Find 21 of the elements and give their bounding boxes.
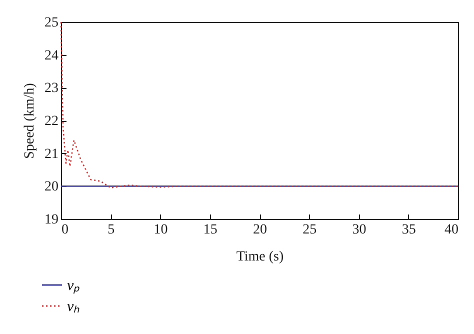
x-tick-label: 15 [203, 222, 218, 238]
y-tick-label: 22 [44, 114, 58, 129]
legend-label: vₕ [67, 299, 80, 315]
x-axis-title: Time (s) [236, 250, 284, 264]
x-tick-label: 35 [402, 222, 416, 238]
y-axis-title: Speed (km/h) [22, 82, 38, 159]
y-tick-label: 25 [44, 16, 58, 30]
x-tick-label: 40 [444, 222, 458, 238]
legend-label: vₚ [67, 278, 81, 294]
x-tick-label: 25 [302, 222, 317, 238]
y-tick-label: 20 [44, 180, 58, 195]
y-tick-label: 19 [44, 212, 58, 228]
x-tick-label: 5 [108, 222, 115, 238]
y-tick-label: 24 [44, 48, 58, 64]
x-tick-label: 30 [352, 222, 366, 238]
x-tick-label: 10 [154, 222, 168, 238]
x-tick-label: 0 [62, 222, 68, 238]
line-series [60, 21, 459, 188]
x-tick-label: 20 [253, 222, 267, 238]
y-tick-label: 21 [44, 146, 58, 162]
y-tick-label: 23 [44, 81, 58, 96]
